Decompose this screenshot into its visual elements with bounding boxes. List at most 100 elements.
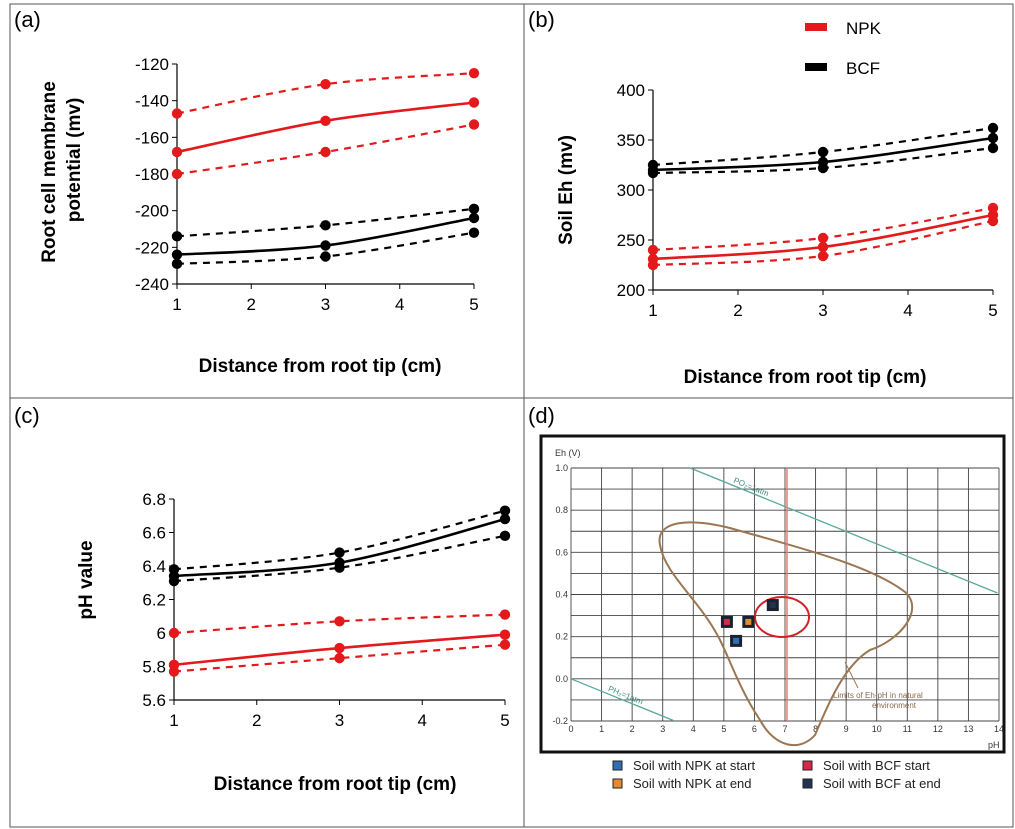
panel-c-ytick-label: 6 <box>157 624 166 643</box>
panel-d-xtick-label: 14 <box>994 724 1004 734</box>
natural-environment-label-line2: environment <box>872 701 917 710</box>
panel-b-ytick-label: 300 <box>617 181 645 200</box>
panel-a-npk-mean-line <box>176 101 475 154</box>
legend-label-npk: NPK <box>846 19 882 38</box>
panel-b-npk-upper-point <box>647 244 659 256</box>
panel-c-ytick-label: 5.6 <box>142 691 166 710</box>
panel-d-grid: 0 1 2 3 4 5 6 7 8 9 10 11 12 13 141.00.80.60.40.20.0-0… <box>552 463 1004 734</box>
panel-a-ytick-label: -220 <box>135 238 169 257</box>
panel-a-ytick-label: -120 <box>135 55 169 74</box>
panel-a-npk-mean-point <box>171 146 183 158</box>
panel-d-xtick-label: 1 <box>599 724 604 734</box>
panel-a-ytick-label: -240 <box>135 275 169 294</box>
soil-sample-marker-fill <box>723 618 730 625</box>
legend-label-bcf-end: Soil with BCF at end <box>823 776 941 791</box>
panel-a-npk-upper-point <box>468 67 480 79</box>
panel-c-bcf-lower-bound-line <box>173 534 506 583</box>
legend-marker-npk-start <box>612 760 623 771</box>
panel-c-ytick-label: 6.8 <box>142 490 166 509</box>
panel-c-ytick-label: 6.2 <box>142 591 166 610</box>
panel-a-ytick-label: -160 <box>135 128 169 147</box>
panel-c-xtick-label: 5 <box>500 711 509 730</box>
legend-marker-npk-end <box>612 778 623 789</box>
panel-b-ytick-label: 350 <box>617 131 645 150</box>
panel-b-bcf-lower-point <box>987 142 999 154</box>
panel-d-ytick-label: 1.0 <box>555 463 568 473</box>
panel-b-ytick-label: 250 <box>617 231 645 250</box>
panel-a-ytick-label: -180 <box>135 165 169 184</box>
panel-a-npk-mean-point <box>320 115 331 127</box>
panel-b-border <box>523 3 1014 399</box>
panel-c-npk-lower-bound-line <box>173 643 506 673</box>
panel-a-npk-upper-point <box>171 108 183 119</box>
panel-b-xtick-label: 3 <box>818 301 827 320</box>
panel-b-ylabel: Soil Eh (mv) <box>556 135 577 245</box>
panel-d-ytick-label: 0.6 <box>555 547 568 557</box>
panel-a-npk-mean-point <box>468 97 480 108</box>
panel-b-xlabel: Distance from root tip (cm) <box>684 367 927 388</box>
panel-d-xtick-label: 7 <box>782 724 787 734</box>
panel-b-npk-mean-point <box>817 241 829 253</box>
panel-c-npk-mean-point <box>499 629 511 640</box>
panel-d-xtick-label: 5 <box>721 724 726 734</box>
soil-sample-marker-fill <box>745 618 752 625</box>
panel-a-npk-upper-point <box>320 78 331 90</box>
legend-marker-bcf-start <box>802 760 813 771</box>
panel-d-ytick-label: 0.8 <box>555 505 568 515</box>
panel-a-xtick-label: 5 <box>469 295 478 314</box>
panel-c-npk-lower-point <box>334 652 345 664</box>
panel-a-npk-lower-point <box>171 168 183 180</box>
panel-a-xtick-label: 1 <box>172 295 181 314</box>
panel-b-bcf-lower-point <box>817 162 829 174</box>
panel-d-border <box>523 397 1014 828</box>
panel-c-chart: 6.8 6.6 6.4 6.2 6 5.8 5.61 2 3 4 5 <box>142 490 511 730</box>
panel-a-npk-lower-point <box>320 146 331 158</box>
panel-d-xtick-label: 13 <box>963 724 973 734</box>
legend-marker-bcf-end <box>802 778 813 789</box>
panel-d-xtick-label: 12 <box>933 724 943 734</box>
panel-c-bcf-lower-point <box>499 530 511 542</box>
panel-d-points <box>720 599 779 647</box>
legend-swatch-bcf <box>805 63 827 71</box>
panel-a-ytick-label: -140 <box>135 92 169 111</box>
panel-d-xtick-label: 4 <box>691 724 696 734</box>
panel-a-label: (a) <box>14 7 41 32</box>
panel-b-xtick-label: 2 <box>733 301 742 320</box>
legend-swatch-npk <box>805 23 827 31</box>
panel-a-xtick-label: 3 <box>321 295 330 314</box>
panel-d-xtick-label: 2 <box>630 724 635 734</box>
panel-c-xtick-label: 3 <box>335 711 344 730</box>
panel-a-bcf-mean-point <box>468 212 480 224</box>
panel-d-xtick-label: 0 <box>568 724 573 734</box>
panel-a-ytick-label: -200 <box>135 202 169 221</box>
panel-a-xtick-label: 4 <box>395 295 404 314</box>
panel-a-bcf-upper-point <box>320 220 331 231</box>
soil-sample-marker-fill <box>769 602 776 609</box>
panel-a-xlabel: Distance from root tip (cm) <box>199 356 442 377</box>
natural-environment-label: Limits of Eh-pH in natural environment <box>833 691 925 710</box>
panel-a-bcf-lower-point <box>468 227 480 238</box>
panel-c-xtick-label: 2 <box>252 711 261 730</box>
panel-d-legend: Soil with NPK at start Soil with BCF sta… <box>612 758 941 791</box>
panel-a-bcf-upper-point <box>468 203 480 215</box>
panel-c-npk-lower-point <box>168 666 180 677</box>
panel-d-eh-ph-diagram: Eh (V) pH 0 1 2 3 4 5 6 7 8 9 10 11 12 13 141.00.80.60… <box>539 434 1006 754</box>
panel-d-ytick-label: 0.4 <box>555 590 568 600</box>
series-legend: NPK BCF <box>805 19 882 78</box>
natural-environment-boundary <box>658 521 913 746</box>
panel-c-xtick-label: 4 <box>418 711 427 730</box>
panel-d-xtick-label: 10 <box>872 724 882 734</box>
panel-b-xtick-label: 5 <box>988 301 997 320</box>
panel-c-bcf-upper-point <box>499 505 511 516</box>
panel-c-npk-upper-point <box>499 609 511 620</box>
panel-d-xtick-label: 6 <box>752 724 757 734</box>
panel-d-ytick-label: 0.2 <box>555 632 568 642</box>
panel-a-ylabel-line2: potential (mv) <box>64 98 85 223</box>
panel-a-bcf-lower-point <box>171 258 183 270</box>
panel-a-npk-lower-point <box>468 119 480 130</box>
panel-c-npk-mean-point <box>334 642 345 654</box>
panel-b-xtick-label: 4 <box>903 301 912 320</box>
panel-a-npk-lower-bound-line <box>176 123 475 176</box>
panel-c-bcf-mean-point <box>499 513 511 525</box>
